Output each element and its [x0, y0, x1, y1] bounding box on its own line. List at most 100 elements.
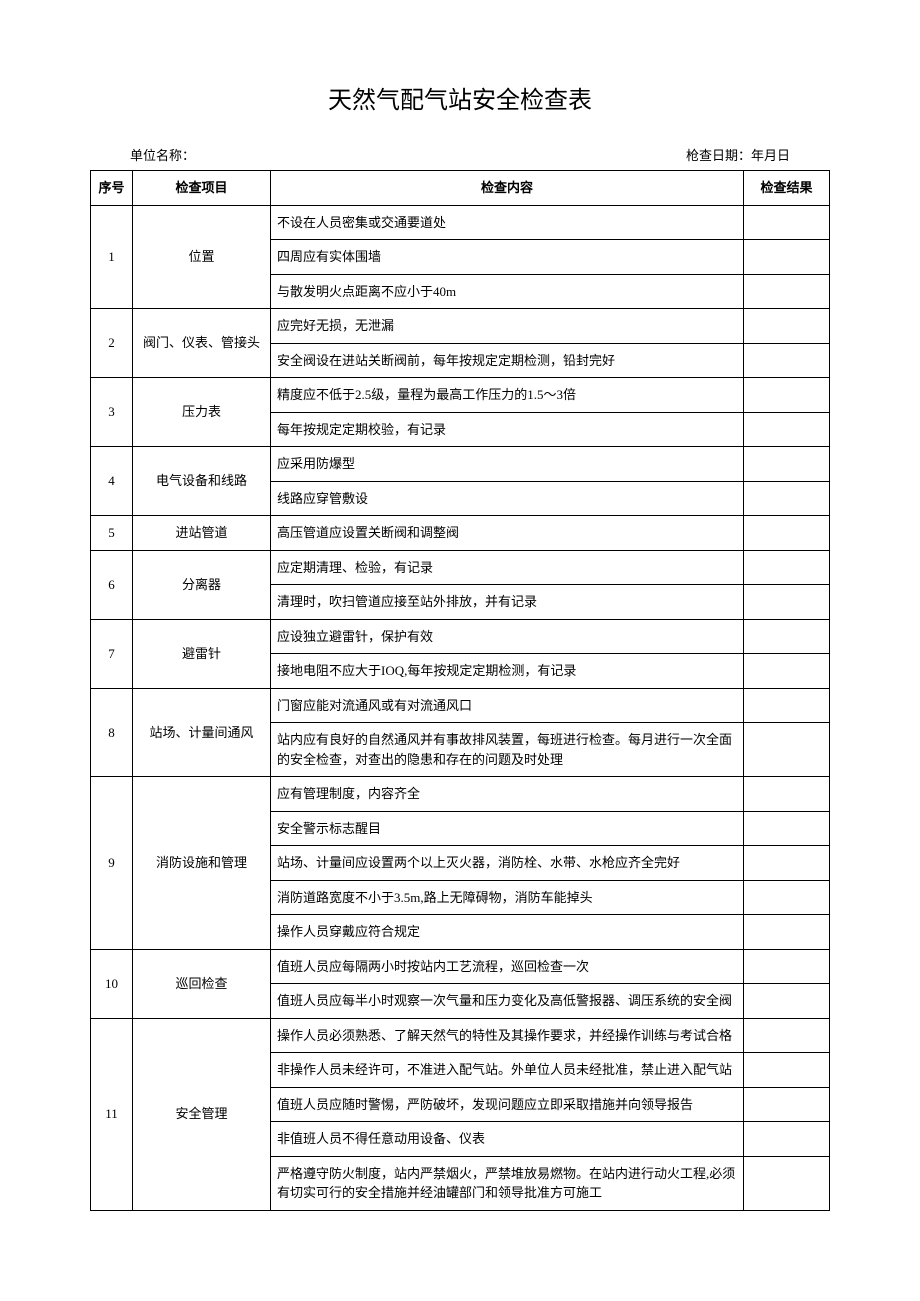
inspection-table: 序号 检查项目 检查内容 检查结果 1位置不设在人员密集或交通要道处四周应有实体…	[90, 170, 830, 1211]
cell-item: 消防设施和管理	[133, 777, 271, 950]
cell-item: 电气设备和线路	[133, 447, 271, 516]
cell-result	[744, 516, 830, 551]
date-label: 枪查日期：年月日	[686, 145, 790, 164]
cell-result	[744, 1018, 830, 1053]
cell-item: 进站管道	[133, 516, 271, 551]
cell-result	[744, 309, 830, 344]
cell-result	[744, 949, 830, 984]
cell-content: 应采用防爆型	[271, 447, 744, 482]
cell-seq: 11	[91, 1018, 133, 1210]
cell-content: 非操作人员未经许可，不准进入配气站。外单位人员未经批准，禁止进入配气站	[271, 1053, 744, 1088]
cell-result	[744, 1156, 830, 1210]
cell-content: 操作人员必须熟悉、了解天然气的特性及其操作要求，并经操作训练与考试合格	[271, 1018, 744, 1053]
cell-content: 应定期清理、检验，有记录	[271, 550, 744, 585]
cell-content: 严格遵守防火制度，站内严禁烟火，严禁堆放易燃物。在站内进行动火工程,必须有切实可…	[271, 1156, 744, 1210]
cell-content: 每年按规定定期校验，有记录	[271, 412, 744, 447]
table-row: 7避雷针应设独立避雷针，保护有效	[91, 619, 830, 654]
cell-result	[744, 481, 830, 516]
cell-seq: 1	[91, 205, 133, 309]
header-seq: 序号	[91, 171, 133, 206]
cell-seq: 4	[91, 447, 133, 516]
cell-content: 值班人员应每半小时观察一次气量和压力变化及高低警报器、调压系统的安全阀	[271, 984, 744, 1019]
table-body: 1位置不设在人员密集或交通要道处四周应有实体围墙与散发明火点距离不应小于40m2…	[91, 205, 830, 1210]
table-row: 6分离器应定期清理、检验，有记录	[91, 550, 830, 585]
cell-item: 分离器	[133, 550, 271, 619]
cell-seq: 5	[91, 516, 133, 551]
cell-content: 线路应穿管敷设	[271, 481, 744, 516]
cell-content: 门窗应能对流通风或有对流通风口	[271, 688, 744, 723]
cell-result	[744, 378, 830, 413]
cell-content: 应完好无损，无泄漏	[271, 309, 744, 344]
table-row: 8站场、计量间通风门窗应能对流通风或有对流通风口	[91, 688, 830, 723]
page-title: 天然气配气站安全检查表	[90, 80, 830, 115]
cell-seq: 6	[91, 550, 133, 619]
cell-item: 压力表	[133, 378, 271, 447]
cell-item: 避雷针	[133, 619, 271, 688]
cell-result	[744, 777, 830, 812]
cell-content: 应有管理制度，内容齐全	[271, 777, 744, 812]
cell-content: 不设在人员密集或交通要道处	[271, 205, 744, 240]
table-row: 2阀门、仪表、管接头应完好无损，无泄漏	[91, 309, 830, 344]
header-item: 检查项目	[133, 171, 271, 206]
cell-result	[744, 688, 830, 723]
cell-content: 值班人员应每隔两小时按站内工艺流程，巡回检查一次	[271, 949, 744, 984]
cell-result	[744, 274, 830, 309]
header-content: 检查内容	[271, 171, 744, 206]
cell-result	[744, 240, 830, 275]
table-row: 4电气设备和线路应采用防爆型	[91, 447, 830, 482]
cell-content: 安全警示标志醒目	[271, 811, 744, 846]
table-header-row: 序号 检查项目 检查内容 检查结果	[91, 171, 830, 206]
cell-content: 站场、计量间应设置两个以上灭火器，消防栓、水带、水枪应齐全完好	[271, 846, 744, 881]
cell-content: 高压管道应设置关断阀和调整阀	[271, 516, 744, 551]
cell-result	[744, 205, 830, 240]
cell-result	[744, 880, 830, 915]
cell-result	[744, 811, 830, 846]
cell-result	[744, 447, 830, 482]
cell-item: 巡回检查	[133, 949, 271, 1018]
cell-result	[744, 1087, 830, 1122]
cell-result	[744, 585, 830, 620]
org-label: 单位名称：	[130, 145, 195, 164]
cell-result	[744, 984, 830, 1019]
cell-seq: 2	[91, 309, 133, 378]
cell-content: 应设独立避雷针，保护有效	[271, 619, 744, 654]
table-row: 3压力表精度应不低于2.5级，量程为最高工作压力的1.5～3倍	[91, 378, 830, 413]
meta-row: 单位名称： 枪查日期：年月日	[90, 145, 830, 170]
cell-item: 位置	[133, 205, 271, 309]
cell-result	[744, 412, 830, 447]
cell-seq: 7	[91, 619, 133, 688]
cell-content: 安全阀设在进站关断阀前，每年按规定定期检测，铅封完好	[271, 343, 744, 378]
table-row: 11安全管理操作人员必须熟悉、了解天然气的特性及其操作要求，并经操作训练与考试合…	[91, 1018, 830, 1053]
cell-seq: 3	[91, 378, 133, 447]
table-row: 10巡回检查值班人员应每隔两小时按站内工艺流程，巡回检查一次	[91, 949, 830, 984]
cell-content: 四周应有实体围墙	[271, 240, 744, 275]
cell-result	[744, 343, 830, 378]
cell-content: 操作人员穿戴应符合规定	[271, 915, 744, 950]
cell-result	[744, 723, 830, 777]
header-result: 检查结果	[744, 171, 830, 206]
cell-result	[744, 1122, 830, 1157]
cell-content: 接地电阻不应大于IOQ,每年按规定定期检测，有记录	[271, 654, 744, 689]
cell-content: 消防道路宽度不小于3.5m,路上无障碍物，消防车能掉头	[271, 880, 744, 915]
cell-content: 精度应不低于2.5级，量程为最高工作压力的1.5～3倍	[271, 378, 744, 413]
cell-content: 值班人员应随时警惕，严防破坏，发现问题应立即采取措施并向领导报告	[271, 1087, 744, 1122]
cell-item: 阀门、仪表、管接头	[133, 309, 271, 378]
cell-item: 安全管理	[133, 1018, 271, 1210]
cell-item: 站场、计量间通风	[133, 688, 271, 777]
table-row: 9消防设施和管理应有管理制度，内容齐全	[91, 777, 830, 812]
cell-content: 清理时，吹扫管道应接至站外排放，并有记录	[271, 585, 744, 620]
cell-result	[744, 915, 830, 950]
table-row: 5进站管道高压管道应设置关断阀和调整阀	[91, 516, 830, 551]
cell-content: 非值班人员不得任意动用设备、仪表	[271, 1122, 744, 1157]
cell-content: 站内应有良好的自然通风并有事故排风装置，每班进行检查。每月进行一次全面的安全检查…	[271, 723, 744, 777]
cell-result	[744, 550, 830, 585]
cell-result	[744, 654, 830, 689]
cell-result	[744, 619, 830, 654]
cell-seq: 9	[91, 777, 133, 950]
cell-content: 与散发明火点距离不应小于40m	[271, 274, 744, 309]
cell-result	[744, 846, 830, 881]
table-row: 1位置不设在人员密集或交通要道处	[91, 205, 830, 240]
cell-seq: 8	[91, 688, 133, 777]
cell-seq: 10	[91, 949, 133, 1018]
cell-result	[744, 1053, 830, 1088]
